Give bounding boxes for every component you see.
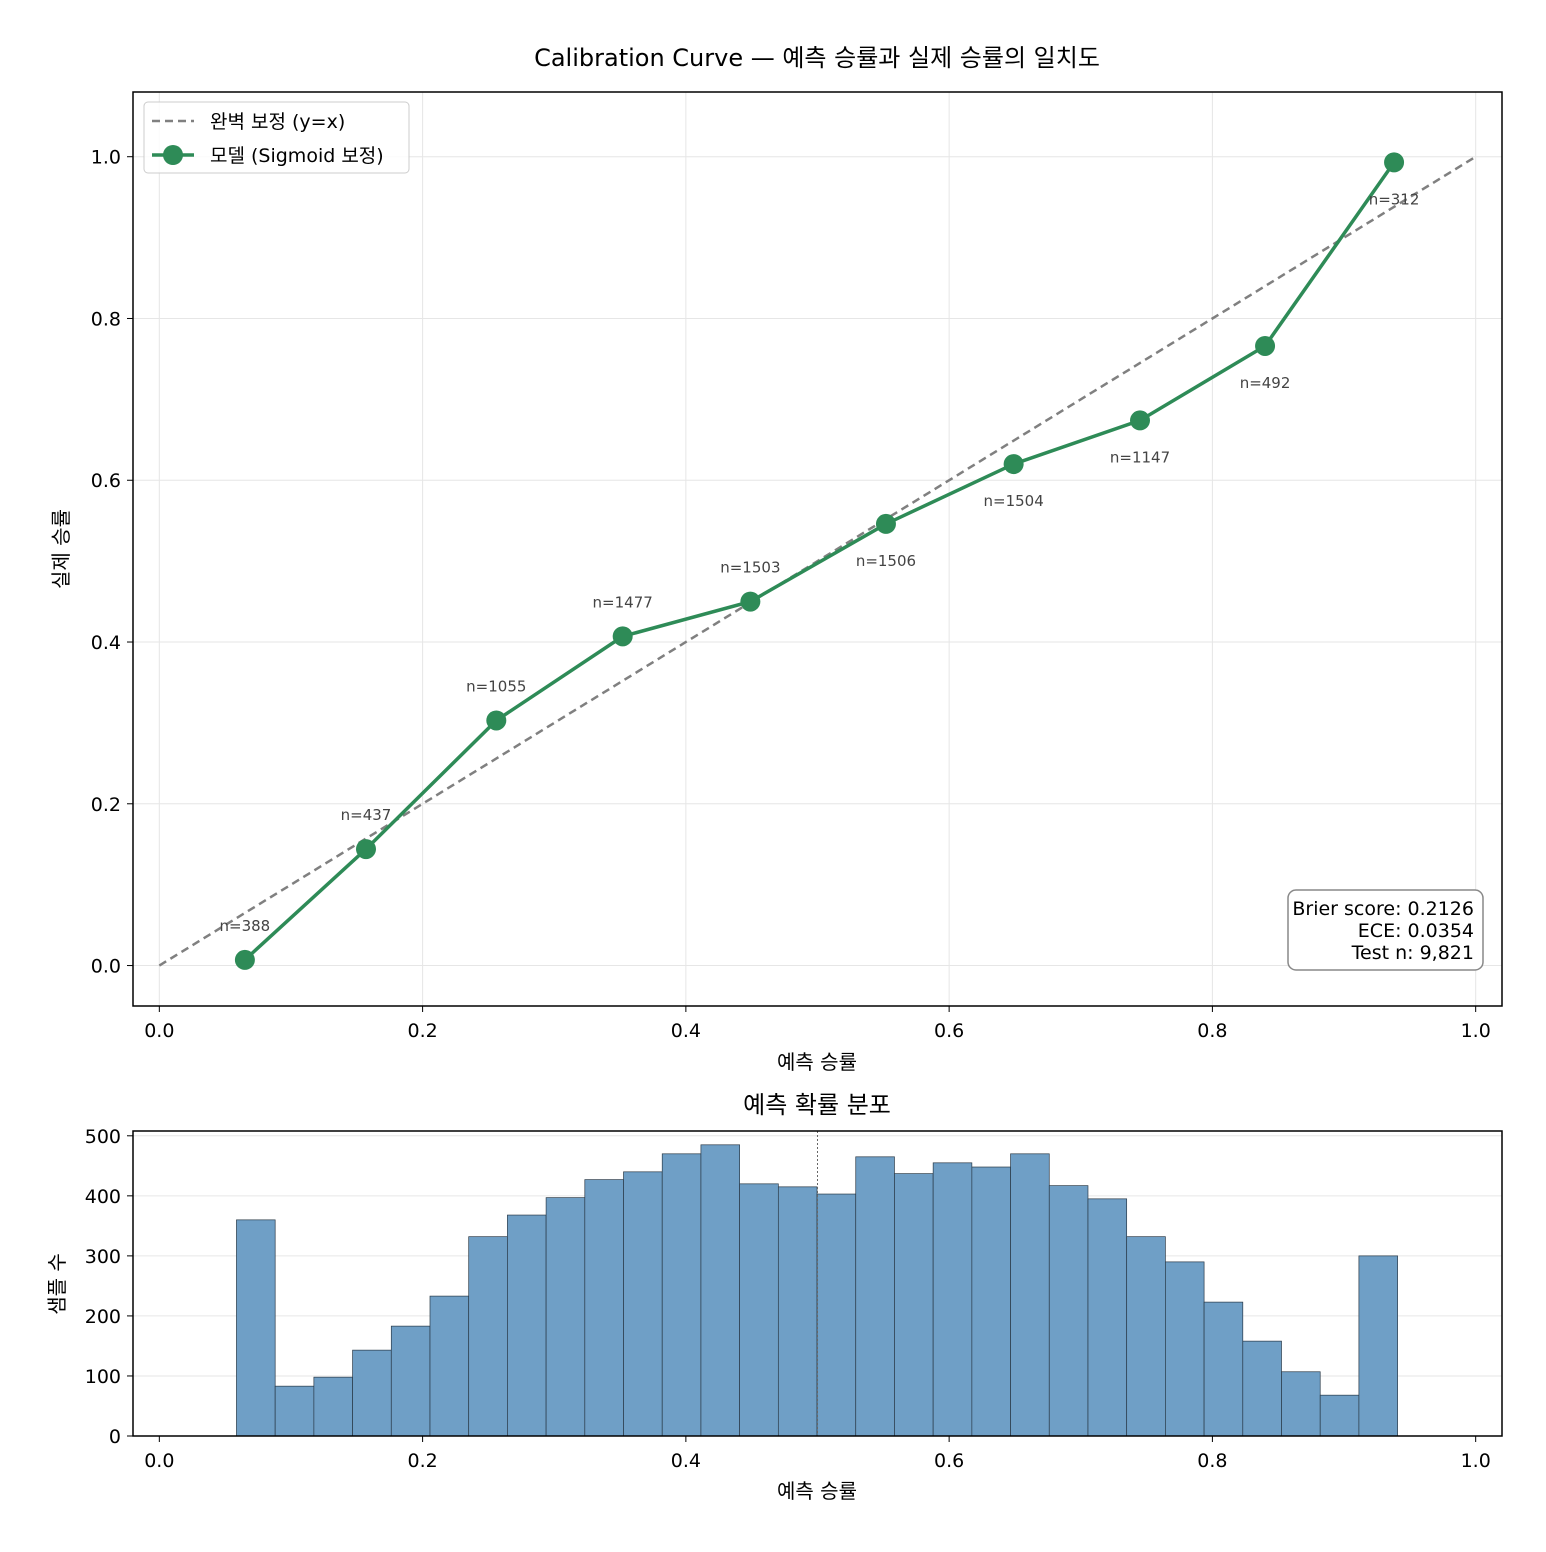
y-tick-label: 0.6 xyxy=(91,470,121,492)
y-tick-label: 400 xyxy=(85,1186,121,1208)
legend-item-model: 모델 (Sigmoid 보정) xyxy=(210,145,384,167)
legend-item-perfect: 완벽 보정 (y=x) xyxy=(210,111,345,133)
x-tick-label: 0.8 xyxy=(1197,1020,1227,1042)
sample-count-label: n=388 xyxy=(220,917,271,935)
sample-count-label: n=1504 xyxy=(984,492,1044,510)
histogram-bar xyxy=(274,1385,315,1437)
histogram-bar xyxy=(739,1183,779,1437)
histogram-bar xyxy=(1281,1371,1321,1437)
histogram-bar xyxy=(623,1171,663,1437)
x-tick-label: 0.0 xyxy=(144,1450,174,1472)
x-tick-label: 0.6 xyxy=(934,1450,964,1472)
histogram-bar xyxy=(1165,1261,1205,1437)
histogram-bar xyxy=(1203,1301,1244,1437)
histogram-bar xyxy=(661,1153,702,1437)
histogram-bar xyxy=(507,1214,547,1437)
x-tick-label: 0.2 xyxy=(407,1020,437,1042)
grid xyxy=(133,92,1502,1006)
y-tick-label: 100 xyxy=(85,1366,121,1388)
histogram-bar xyxy=(1319,1394,1360,1437)
histogram-y-label: 샘플 수 xyxy=(45,1253,69,1315)
y-tick-label: 1.0 xyxy=(91,147,121,169)
legend-model-marker-icon xyxy=(163,145,183,165)
histogram-bar xyxy=(236,1219,276,1437)
histogram-bar xyxy=(1242,1340,1282,1437)
y-tick-label: 0.0 xyxy=(91,956,121,978)
histogram-bar xyxy=(545,1197,586,1437)
histogram-bar xyxy=(1087,1198,1128,1437)
model-point xyxy=(740,591,761,612)
histogram-bar xyxy=(855,1156,895,1437)
model-point xyxy=(234,949,255,970)
plot-frame xyxy=(132,91,1503,1007)
histogram-bar xyxy=(777,1186,818,1437)
histogram-plot: 0.0 0.2 0.4 0.6 0.8 1.0 0 100 200 300 400 500 xyxy=(85,1126,1503,1472)
x-tick-label: 0.4 xyxy=(671,1020,701,1042)
histogram-bar xyxy=(390,1325,431,1437)
sample-count-label: n=312 xyxy=(1369,190,1420,208)
model-point xyxy=(486,710,507,731)
histogram-title: 예측 확률 분포 xyxy=(743,1091,891,1119)
histogram-bar xyxy=(1010,1153,1050,1437)
model-point xyxy=(1384,152,1405,173)
x-tick-label: 1.0 xyxy=(1461,1450,1491,1472)
x-tick-label: 0.6 xyxy=(934,1020,964,1042)
y-tick-label: 200 xyxy=(85,1306,121,1328)
y-tick-label: 500 xyxy=(85,1126,121,1148)
stats-ece: ECE: 0.0354 xyxy=(1358,920,1474,942)
histogram-bar xyxy=(816,1193,857,1437)
stats-test-n: Test n: 9,821 xyxy=(1351,942,1474,964)
sample-count-label: n=1147 xyxy=(1110,448,1170,466)
x-tick-label: 0.4 xyxy=(671,1450,701,1472)
calibration-x-label: 예측 승률 xyxy=(777,1050,857,1074)
sample-count-label: n=1506 xyxy=(856,552,916,570)
sample-count-label: n=1477 xyxy=(593,593,653,611)
histogram-bar xyxy=(429,1295,470,1437)
y-tick-label: 0.8 xyxy=(91,308,121,330)
calibration-y-label: 실제 승률 xyxy=(49,509,73,589)
sample-count-label: n=1055 xyxy=(466,677,526,695)
histogram-bar xyxy=(971,1166,1011,1437)
model-point xyxy=(355,839,376,860)
model-point xyxy=(1130,410,1151,431)
sample-count-label: n=437 xyxy=(341,806,392,824)
histogram-bar xyxy=(932,1162,973,1437)
histogram-bar xyxy=(1358,1255,1398,1437)
stats-brier: Brier score: 0.2126 xyxy=(1292,898,1474,920)
histogram-bar xyxy=(352,1349,392,1437)
model-line xyxy=(243,161,1396,962)
histogram-bar xyxy=(894,1173,934,1437)
histogram-bar xyxy=(584,1179,624,1437)
model-point xyxy=(1003,454,1024,475)
model-point xyxy=(1255,335,1276,356)
x-tick-label: 0.0 xyxy=(144,1020,174,1042)
sample-count-label: n=492 xyxy=(1240,374,1291,392)
histogram-bar xyxy=(313,1376,353,1437)
y-tick-label: 0.4 xyxy=(91,632,121,654)
x-tick-label: 1.0 xyxy=(1461,1020,1491,1042)
sample-count-label: n=1503 xyxy=(720,559,780,577)
calibration-title: Calibration Curve — 예측 승률과 실제 승률의 일치도 xyxy=(534,44,1100,72)
x-tick-label: 0.8 xyxy=(1197,1450,1227,1472)
y-tick-label: 300 xyxy=(85,1246,121,1268)
y-tick-label: 0 xyxy=(109,1426,121,1448)
model-point xyxy=(875,513,896,534)
plot-frame xyxy=(132,1130,1503,1437)
histogram-bar xyxy=(468,1236,508,1437)
histogram-bar xyxy=(1126,1236,1166,1437)
stats-box: Brier score: 0.2126 ECE: 0.0354 Test n: … xyxy=(1287,889,1484,971)
x-tick-label: 0.2 xyxy=(407,1450,437,1472)
histogram-bar xyxy=(700,1144,740,1437)
y-tick-label: 0.2 xyxy=(91,794,121,816)
histogram-x-label: 예측 승률 xyxy=(777,1479,857,1503)
histogram-bar xyxy=(1048,1185,1089,1437)
model-point xyxy=(612,626,633,647)
legend: 완벽 보정 (y=x) 모델 (Sigmoid 보정) xyxy=(143,101,410,174)
